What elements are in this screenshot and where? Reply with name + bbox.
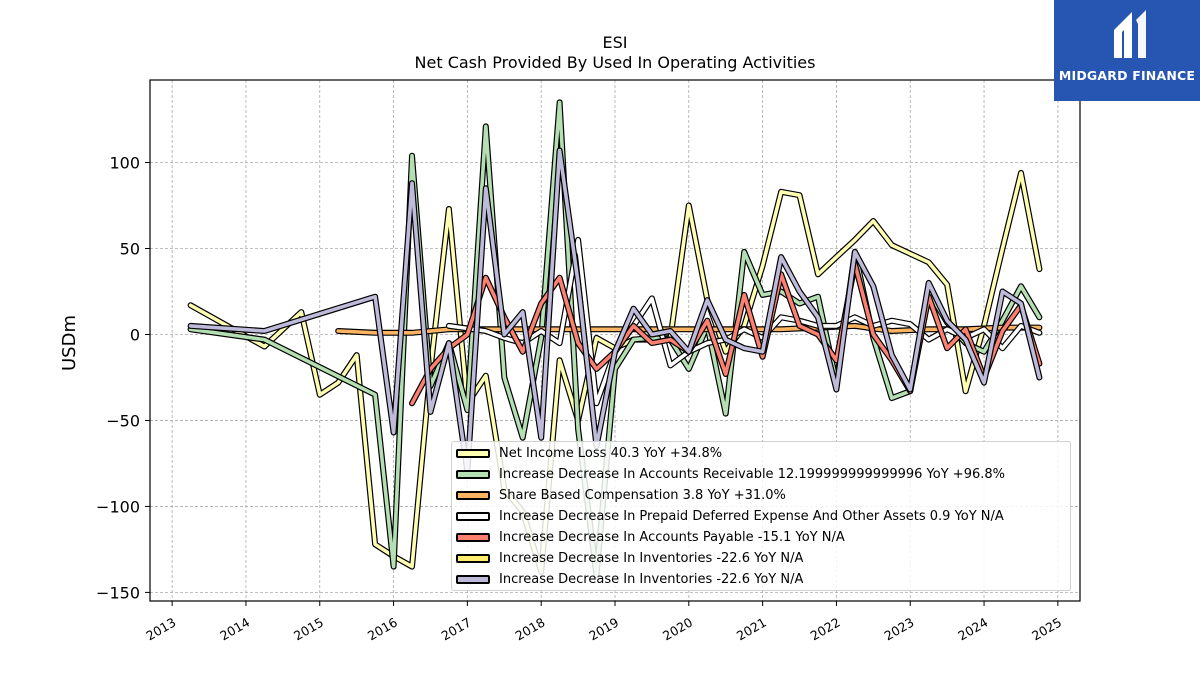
series-stroke — [410, 262, 1042, 406]
series-line-6 — [187, 147, 1043, 475]
x-axis-ticks: 2013 2014 2015 2016 2017 2018 2019 2020 2021 2022… — [143, 601, 1064, 643]
series-lines — [187, 99, 1043, 579]
legend-item: Net Income Loss 40.3 YoY +34.8% — [452, 445, 1072, 466]
legend-label: Net Income Loss 40.3 YoY +34.8% — [499, 446, 723, 461]
brand-logo-text: MIDGARD FINANCE — [1058, 68, 1196, 83]
x-tick-label: 2024 — [955, 615, 990, 644]
x-tick-label: 2019 — [586, 615, 621, 644]
y-tick-label: 50 — [120, 240, 140, 259]
legend-item: Share Based Compensation 3.8 YoY +31.0% — [452, 487, 1072, 508]
x-tick-label: 2020 — [660, 615, 695, 644]
legend-label: Share Based Compensation 3.8 YoY +31.0% — [499, 488, 786, 503]
legend-swatch — [456, 575, 490, 584]
legend-item: Increase Decrease In Inventories -22.6 Y… — [452, 550, 1072, 571]
y-axis-label: USDm — [59, 315, 80, 371]
legend-item: Increase Decrease In Accounts Receivable… — [452, 466, 1072, 487]
y-tick-label: 100 — [109, 154, 140, 173]
x-tick-label: 2022 — [808, 615, 843, 644]
x-tick-label: 2014 — [217, 615, 252, 644]
legend-label: Increase Decrease In Accounts Payable -1… — [499, 530, 845, 545]
x-tick-label: 2013 — [143, 615, 178, 644]
chart-legend: Net Income Loss 40.3 YoY +34.8% Increase … — [451, 441, 1071, 591]
midgard-logo-icon — [1114, 10, 1146, 58]
y-tick-label: 0 — [130, 325, 140, 344]
y-tick-label: −50 — [106, 411, 140, 430]
legend-swatch — [456, 449, 490, 458]
series-line-2 — [335, 322, 1043, 336]
legend-label: Increase Decrease In Inventories -22.6 Y… — [499, 551, 804, 566]
legend-swatch — [456, 533, 490, 542]
chart-subtitle: Net Cash Provided By Used In Operating A… — [414, 53, 816, 72]
brand-logo: MIDGARD FINANCE — [1054, 0, 1200, 101]
y-axis-ticks: 100 50 0 −50 −100 −150 — [96, 154, 150, 602]
legend-item: Increase Decrease In Inventories -22.6 Y… — [452, 571, 1072, 592]
x-tick-label: 2016 — [365, 615, 400, 644]
chart-title: ESI — [602, 33, 628, 52]
series-line-4 — [409, 261, 1043, 407]
x-tick-label: 2015 — [291, 615, 326, 644]
y-tick-label: −150 — [96, 583, 140, 602]
y-tick-label: −100 — [96, 497, 140, 516]
x-tick-label: 2025 — [1029, 615, 1064, 644]
legend-item: Increase Decrease In Accounts Payable -1… — [452, 529, 1072, 550]
legend-swatch — [456, 491, 490, 500]
legend-swatch — [456, 554, 490, 563]
legend-item: Increase Decrease In Prepaid Deferred Ex… — [452, 508, 1072, 529]
x-tick-label: 2017 — [439, 615, 474, 644]
legend-label: Increase Decrease In Prepaid Deferred Ex… — [499, 509, 1004, 524]
x-tick-label: 2021 — [734, 615, 769, 644]
x-tick-label: 2018 — [512, 615, 547, 644]
legend-swatch — [456, 470, 490, 479]
series-stroke — [188, 148, 1042, 474]
legend-swatch — [456, 512, 490, 521]
legend-label: Increase Decrease In Accounts Receivable… — [499, 467, 1005, 482]
x-tick-label: 2023 — [881, 615, 916, 644]
legend-label: Increase Decrease In Inventories -22.6 Y… — [499, 572, 804, 587]
